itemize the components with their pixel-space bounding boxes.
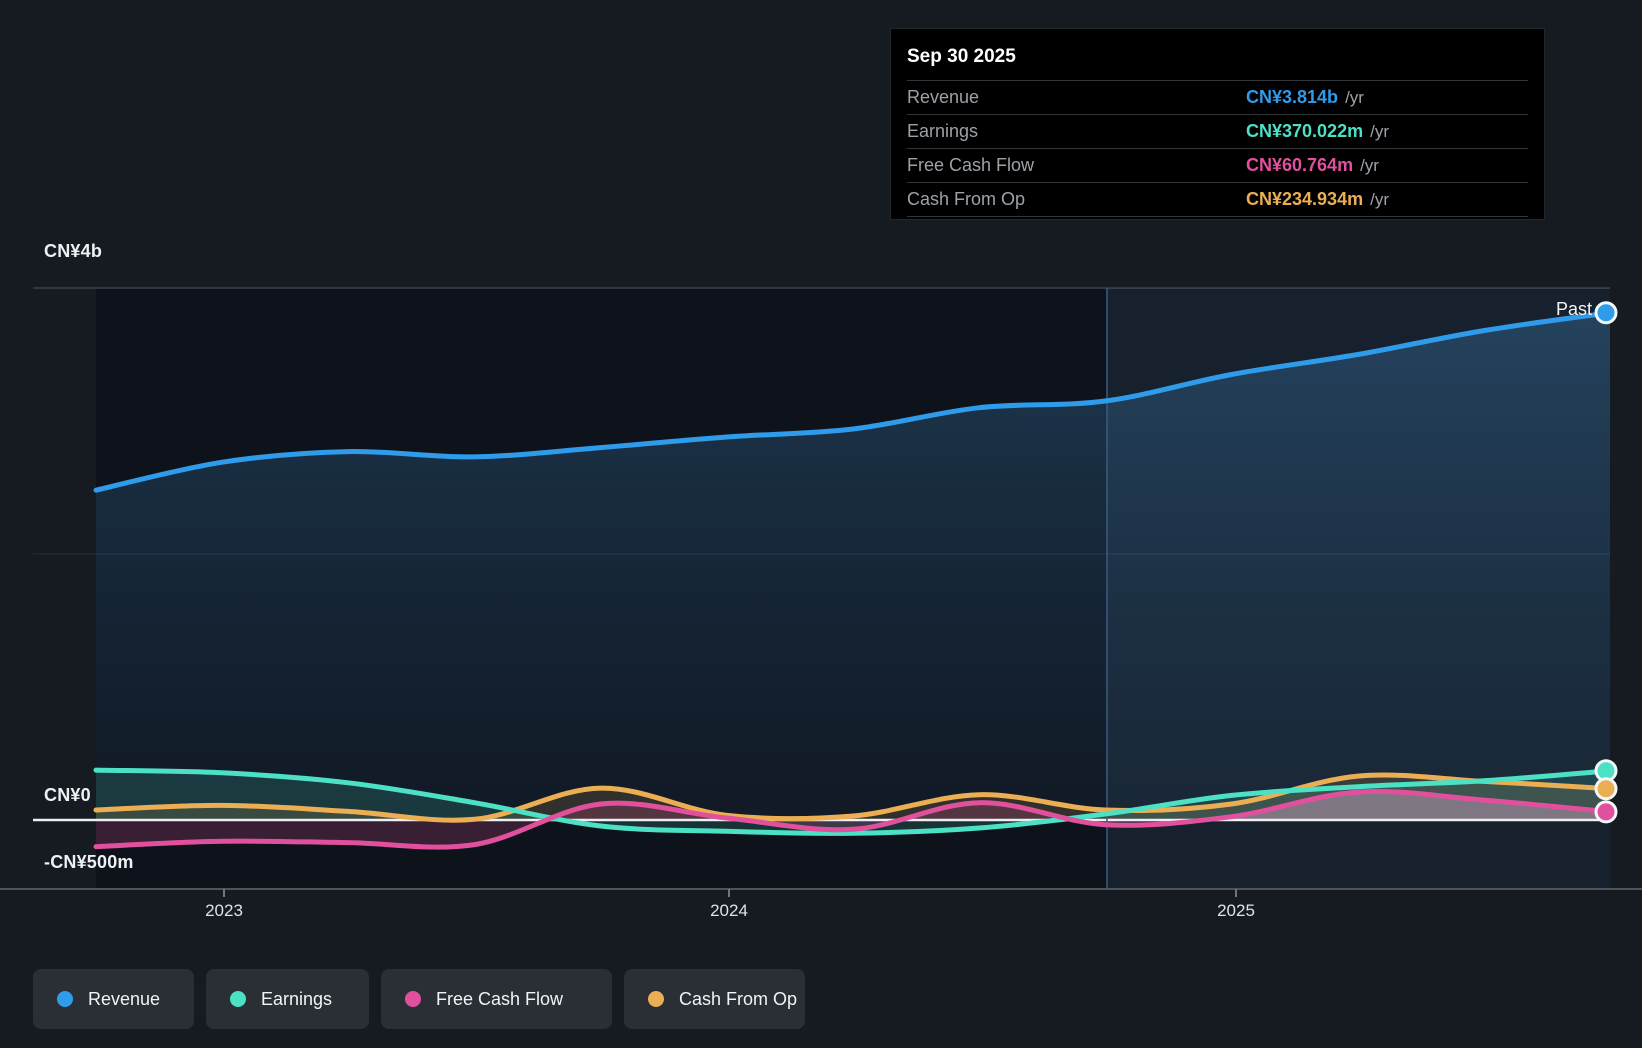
legend-item-cash-from-op[interactable]: Cash From Op [624, 969, 805, 1029]
y-axis-label-4b: CN¥4b [44, 241, 103, 261]
legend-label-revenue: Revenue [88, 988, 161, 1009]
legend-item-free-cash-flow[interactable]: Free Cash Flow [381, 969, 612, 1029]
tooltip-row-free-cash-flow: Free Cash Flow CN¥60.764m /yr [907, 148, 1528, 182]
tooltip-row-cash-from-op: Cash From Op CN¥234.934m /yr [907, 182, 1528, 217]
tooltip-date: Sep 30 2025 [907, 46, 1016, 67]
chart-tooltip: Sep 30 2025 Revenue CN¥3.814b /yr Earnin… [890, 28, 1545, 220]
tooltip-label-free-cash-flow: Free Cash Flow [907, 155, 1035, 175]
x-axis-label-2024: 2024 [710, 901, 748, 920]
tooltip-suffix-free-cash-flow: /yr [1360, 155, 1379, 175]
free-cash-flow-line [93, 788, 1613, 850]
tooltip-value-free-cash-flow: CN¥60.764m [1246, 155, 1354, 175]
cash-from-op-end-marker[interactable] [1594, 777, 1618, 801]
revenue-legend-dot-icon [57, 991, 73, 1007]
cash-from-op-line [93, 772, 1613, 823]
x-axis-label-2025: 2025 [1217, 901, 1255, 920]
legend-label-free-cash-flow: Free Cash Flow [436, 988, 564, 1009]
tooltip-value-cash-from-op: CN¥234.934m [1246, 189, 1364, 209]
y-axis-label-0: CN¥0 [44, 785, 91, 805]
highlight-under-fill [1105, 791, 1610, 820]
tooltip-label-cash-from-op: Cash From Op [907, 189, 1026, 209]
revenue-area-fill [96, 312, 1610, 820]
legend-label-earnings: Earnings [261, 988, 333, 1009]
tooltip-label-revenue: Revenue [907, 87, 980, 107]
tooltip-value-revenue: CN¥3.814b [1246, 87, 1339, 107]
y-axis-label-neg500m: -CN¥500m [44, 852, 134, 872]
free-cash-flow-end-marker[interactable] [1594, 800, 1618, 824]
past-period-label: Past [1555, 299, 1592, 319]
tooltip-row-revenue: Revenue CN¥3.814b /yr [907, 80, 1528, 114]
legend-item-earnings[interactable]: Earnings [206, 969, 369, 1029]
tooltip-suffix-cash-from-op: /yr [1370, 189, 1389, 209]
tooltip-suffix-revenue: /yr [1345, 87, 1364, 107]
revenue-line [93, 310, 1613, 493]
cash-from-op-legend-dot-icon [648, 991, 664, 1007]
tooltip-label-earnings: Earnings [907, 121, 979, 141]
tooltip-row-earnings: Earnings CN¥370.022m /yr [907, 114, 1528, 148]
tooltip-suffix-earnings: /yr [1370, 121, 1389, 141]
cash-from-op-area-fill [96, 774, 1610, 821]
earnings-legend-dot-icon [230, 991, 246, 1007]
earnings-line [93, 767, 1613, 836]
legend-label-cash-from-op: Cash From Op [679, 988, 798, 1009]
legend-item-revenue[interactable]: Revenue [33, 969, 194, 1029]
free-cash-flow-legend-dot-icon [405, 991, 421, 1007]
x-axis-label-2023: 2023 [205, 901, 243, 920]
revenue-end-marker[interactable] [1594, 301, 1618, 325]
free-cash-flow-area-fill [96, 791, 1610, 848]
tooltip-value-earnings: CN¥370.022m [1246, 121, 1364, 141]
